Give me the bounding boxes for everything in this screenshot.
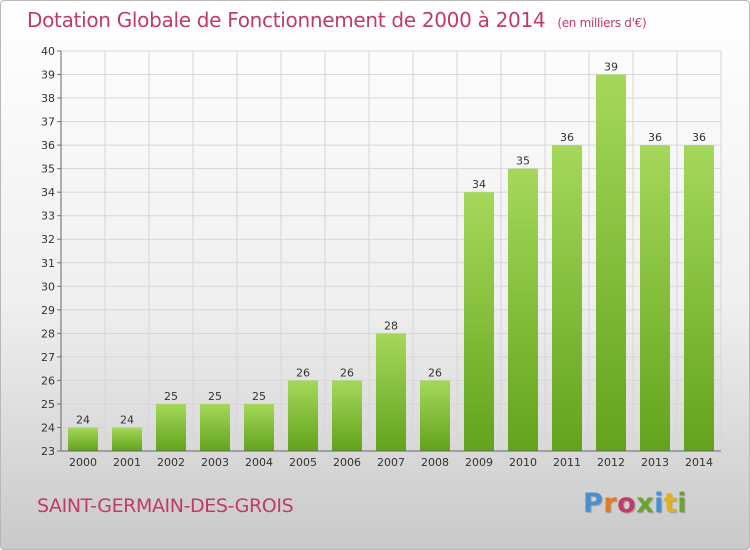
y-tick-label: 37 (41, 116, 55, 129)
y-tick-label: 27 (41, 351, 55, 364)
chart-title-text: Dotation Globale de Fonctionnement de 20… (27, 8, 546, 32)
x-tick-label: 2012 (597, 456, 625, 469)
bar-value-label: 26 (296, 366, 310, 379)
bar-value-label: 24 (120, 413, 134, 426)
y-tick-label: 38 (41, 92, 55, 105)
bar-value-label: 34 (472, 178, 486, 191)
bar-value-label: 26 (340, 366, 354, 379)
bar (288, 380, 318, 451)
axes: 23 24 25 26 27 28 29 30 31 32 33 34 35 36 37 38 39 40 2000… (41, 45, 721, 469)
bar-value-label: 28 (384, 319, 398, 332)
bar-value-label: 39 (604, 61, 618, 74)
y-tick-label: 35 (41, 163, 55, 176)
chart-title: Dotation Globale de Fonctionnement de 20… (27, 8, 647, 32)
bars: 24 24 25 25 25 26 26 28 26 34 35 36 39 36 36 (68, 61, 714, 452)
y-tick-label: 36 (41, 139, 55, 152)
bar (244, 403, 274, 451)
bar-value-label: 36 (648, 131, 662, 144)
y-tick-label: 26 (41, 374, 55, 387)
y-tick-label: 28 (41, 327, 55, 340)
y-tick-label: 33 (41, 210, 55, 223)
bar-value-label: 24 (76, 413, 90, 426)
bar (596, 74, 626, 451)
y-tick-label: 40 (41, 45, 55, 58)
y-tick-label: 34 (41, 186, 55, 199)
bar (112, 427, 142, 451)
x-tick-label: 2000 (69, 456, 97, 469)
logo-letter: t (663, 488, 678, 519)
y-tick-label: 30 (41, 280, 55, 293)
logo-letter: r (603, 488, 618, 519)
x-tick-label: 2006 (333, 456, 361, 469)
bar-value-label: 36 (692, 131, 706, 144)
bar (332, 380, 362, 451)
bar (376, 333, 406, 451)
x-tick-label: 2010 (509, 456, 537, 469)
y-tick-label: 31 (41, 257, 55, 270)
commune-name: SAINT-GERMAIN-DES-GROIS (37, 495, 294, 517)
bar (156, 403, 186, 451)
logo-letter: i (654, 488, 664, 519)
bar-value-label: 25 (252, 390, 266, 403)
y-tick-label: 29 (41, 304, 55, 317)
bar-value-label: 26 (428, 366, 442, 379)
bar (420, 380, 450, 451)
bar (200, 403, 230, 451)
bar-value-label: 35 (516, 155, 530, 168)
bar (508, 168, 538, 451)
x-tick-label: 2002 (157, 456, 185, 469)
x-tick-label: 2003 (201, 456, 229, 469)
bar-value-label: 25 (164, 390, 178, 403)
logo-letter: x (636, 488, 655, 519)
bar-value-label: 36 (560, 131, 574, 144)
bar (684, 145, 714, 451)
x-tick-label: 2007 (377, 456, 405, 469)
x-tick-label: 2014 (685, 456, 713, 469)
bar (464, 192, 494, 452)
x-tick-label: 2005 (289, 456, 317, 469)
x-tick-label: 2001 (113, 456, 141, 469)
x-tick-label: 2011 (553, 456, 581, 469)
logo-letter: P (583, 488, 604, 519)
bar (68, 427, 98, 451)
x-tick-label: 2009 (465, 456, 493, 469)
proxiti-logo[interactable]: Proxiti (583, 488, 687, 519)
x-tick-label: 2013 (641, 456, 669, 469)
logo-letter: o (617, 488, 637, 519)
logo-letter: i (677, 488, 688, 519)
bar-value-label: 25 (208, 390, 222, 403)
y-tick-label: 24 (41, 421, 55, 434)
y-tick-label: 39 (41, 69, 55, 82)
y-tick-label: 32 (41, 233, 55, 246)
y-tick-label: 23 (41, 445, 55, 458)
chart-subtitle: (en milliers d'€) (557, 16, 647, 30)
x-tick-label: 2008 (421, 456, 449, 469)
bar (552, 145, 582, 451)
bar (640, 145, 670, 451)
x-tick-label: 2004 (245, 456, 273, 469)
y-tick-label: 25 (41, 398, 55, 411)
